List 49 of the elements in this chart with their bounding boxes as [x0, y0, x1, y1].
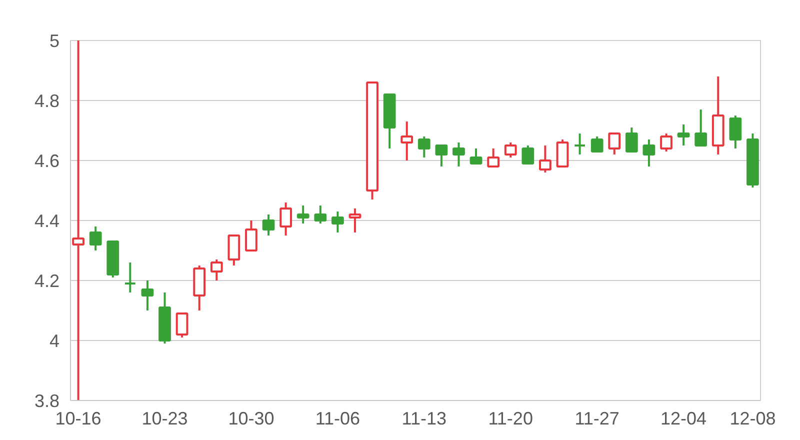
candlestick [487, 148, 500, 168]
candlestick [590, 136, 604, 152]
candlestick [556, 138, 569, 168]
candlestick [72, 40, 84, 400]
candlestick [176, 312, 188, 338]
candlestick [574, 132, 586, 156]
candlestick [694, 108, 708, 146]
x-tick-label: 12-08 [730, 408, 776, 428]
candlestick [522, 144, 534, 164]
candlestick [331, 210, 344, 234]
x-tick-label: 10-23 [142, 408, 188, 428]
candlestick [539, 144, 552, 174]
candlestick [504, 142, 517, 158]
candlestick [314, 204, 327, 224]
candlestick [642, 138, 656, 168]
y-tick-label: 4.8 [34, 91, 60, 111]
x-tick-label: 11-13 [402, 408, 446, 428]
y-tick-label: 4.4 [34, 211, 60, 231]
x-tick-label: 11-20 [488, 408, 533, 428]
y-tick-label: 5 [49, 31, 60, 51]
candlestick [89, 226, 102, 252]
y-tick-label: 4 [49, 331, 60, 351]
candlestick [435, 144, 448, 168]
candlestick [228, 234, 240, 266]
candlestick [660, 132, 672, 152]
x-tick-label: 10-30 [228, 408, 274, 428]
x-tick-label: 11-27 [574, 408, 620, 428]
candlestick [296, 204, 310, 224]
x-tick-label: 12-04 [660, 408, 707, 428]
candlestick [210, 258, 223, 282]
candlestick [262, 214, 275, 236]
x-tick-label: 10-16 [55, 408, 102, 428]
y-tick-label: 4.6 [34, 151, 60, 171]
candlestick [400, 120, 414, 162]
candlestick [280, 202, 292, 236]
x-tick-label: 11-06 [315, 408, 360, 428]
candlestick [470, 148, 482, 164]
y-tick-label: 3.8 [34, 391, 60, 411]
candlestick [625, 126, 638, 152]
y-tick-label: 4.2 [34, 271, 60, 291]
candlestick [677, 124, 690, 146]
candlestick [124, 262, 136, 294]
candlestick [348, 208, 362, 234]
candlestick [245, 220, 258, 252]
candlestick [729, 114, 742, 150]
candlestick [141, 280, 154, 312]
candlestick [418, 136, 430, 158]
candlestick [608, 132, 621, 156]
candlestick [452, 142, 465, 168]
